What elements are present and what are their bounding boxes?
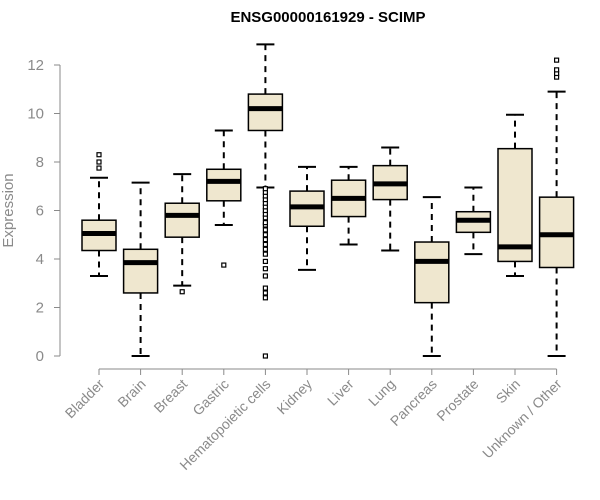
box-group bbox=[164, 173, 200, 295]
y-tick-label: 12 bbox=[27, 57, 44, 74]
outlier-point bbox=[553, 57, 560, 63]
box-series bbox=[81, 43, 575, 359]
box-group bbox=[247, 43, 284, 359]
x-tick-label: Brain bbox=[114, 376, 148, 410]
outlier-point bbox=[262, 220, 268, 226]
box-group bbox=[372, 146, 408, 252]
x-tick-label: Bladder bbox=[62, 376, 108, 422]
box-group bbox=[455, 186, 492, 256]
outlier-point bbox=[179, 289, 185, 295]
box-group bbox=[81, 152, 117, 277]
box-group bbox=[538, 57, 575, 357]
iqr-box bbox=[414, 241, 450, 304]
outlier-point bbox=[262, 266, 268, 272]
outlier-point bbox=[262, 353, 268, 359]
y-tick-label: 6 bbox=[36, 203, 44, 220]
outlier-point bbox=[96, 152, 102, 158]
box-group bbox=[414, 196, 450, 357]
box-group bbox=[122, 181, 159, 357]
outlier-point bbox=[221, 262, 227, 268]
y-tick-label: 8 bbox=[36, 154, 44, 171]
box-group bbox=[330, 165, 367, 246]
y-axis: 0 2 4 6 8 10 12 bbox=[27, 57, 61, 365]
outlier-point bbox=[262, 186, 268, 192]
outlier-point bbox=[96, 159, 102, 165]
x-tick-label: Unknown / Other bbox=[479, 376, 565, 462]
outlier-point bbox=[262, 295, 268, 301]
outlier-point bbox=[262, 246, 268, 252]
iqr-box bbox=[164, 202, 200, 238]
box-group bbox=[289, 165, 325, 271]
iqr-box bbox=[497, 147, 533, 263]
x-tick-label: Kidney bbox=[274, 376, 316, 418]
outlier-point bbox=[262, 227, 268, 233]
x-tick-label: Breast bbox=[150, 376, 190, 416]
x-tick-label: Prostate bbox=[433, 376, 481, 424]
outlier-point bbox=[262, 237, 268, 243]
outlier-point bbox=[553, 67, 560, 73]
outlier-point bbox=[262, 273, 268, 279]
outlier-point bbox=[262, 232, 268, 238]
box-group bbox=[206, 129, 242, 268]
chart-title: ENSG00000161929 - SCIMP bbox=[230, 9, 425, 26]
outlier-point bbox=[262, 290, 268, 296]
x-tick-label: Liver bbox=[324, 376, 357, 409]
outlier-point bbox=[96, 165, 102, 171]
outlier-point bbox=[262, 251, 268, 257]
y-tick-label: 2 bbox=[36, 300, 44, 317]
y-axis-label: Expression bbox=[0, 173, 17, 247]
y-tick-label: 0 bbox=[36, 348, 44, 365]
iqr-box bbox=[206, 168, 242, 202]
outlier-point bbox=[262, 258, 268, 265]
outlier-point bbox=[262, 241, 268, 248]
iqr-box bbox=[122, 248, 159, 294]
x-tick-label: Skin bbox=[493, 376, 524, 407]
y-tick-label: 4 bbox=[36, 251, 44, 268]
box-group bbox=[497, 113, 533, 277]
iqr-box bbox=[247, 93, 284, 132]
outlier-point bbox=[262, 285, 268, 291]
y-tick-label: 10 bbox=[27, 106, 44, 123]
x-tick-label: Lung bbox=[365, 376, 398, 409]
